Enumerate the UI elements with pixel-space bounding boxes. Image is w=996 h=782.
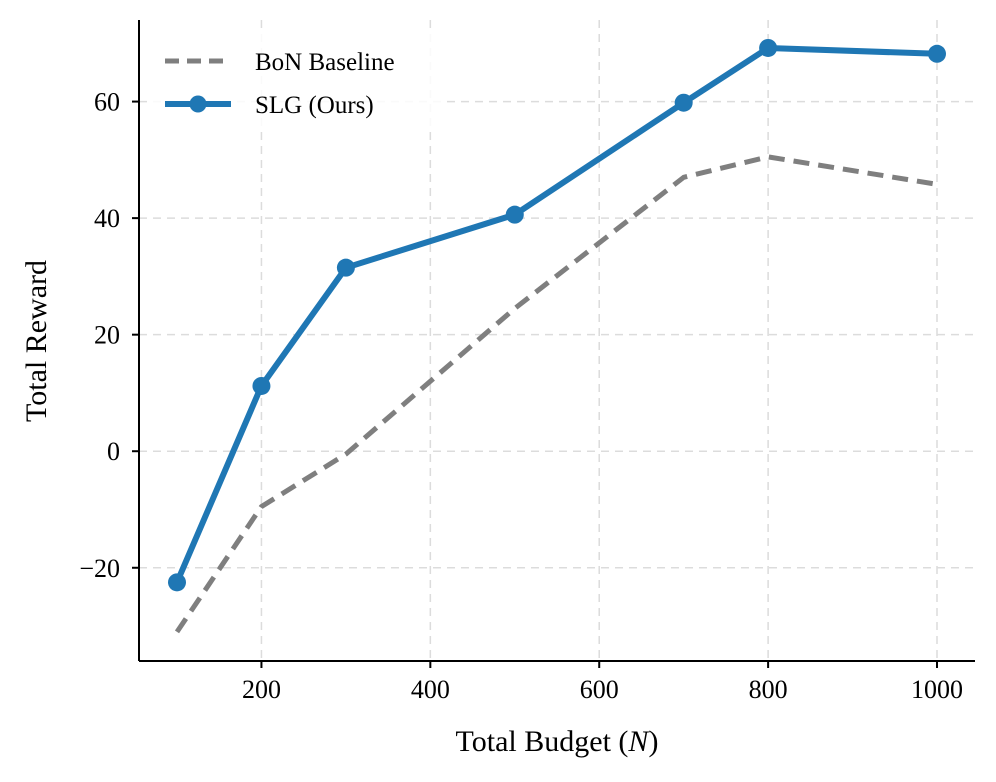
- x-tick-label: 600: [580, 675, 619, 704]
- y-tick-label: −20: [79, 554, 120, 583]
- legend: BoN Baseline SLG (Ours): [165, 49, 395, 119]
- axes: [138, 20, 975, 662]
- y-tick-label: 40: [94, 204, 120, 233]
- x-axis-title: Total Budget (N): [456, 725, 659, 758]
- x-tick-label: 200: [242, 675, 281, 704]
- series-point: [336, 258, 355, 277]
- y-tick-label: 20: [94, 321, 120, 350]
- y-axis-title: Total Reward: [20, 260, 53, 422]
- legend-label-slg: SLG (Ours): [255, 92, 374, 119]
- x-tick-label: 400: [411, 675, 450, 704]
- x-tick-label: 1000: [911, 675, 963, 704]
- series-line-bon-baseline: [174, 154, 938, 634]
- legend-label-bon-baseline: BoN Baseline: [255, 49, 395, 76]
- series-layer: [168, 38, 946, 634]
- series-point: [168, 573, 186, 592]
- legend-marker-slg: [189, 95, 207, 113]
- grid: [139, 20, 975, 661]
- series-point: [759, 38, 778, 57]
- series-point: [505, 205, 524, 224]
- series-point: [928, 44, 946, 63]
- y-tick-label: 60: [94, 88, 120, 117]
- legend-background: [150, 34, 445, 131]
- ticks: 200 400 600 800 1000 −20 0 20 40 60: [79, 88, 963, 704]
- series-point: [674, 93, 693, 112]
- series-point: [252, 376, 271, 395]
- y-tick-label: 0: [107, 437, 120, 466]
- x-tick-label: 800: [749, 675, 788, 704]
